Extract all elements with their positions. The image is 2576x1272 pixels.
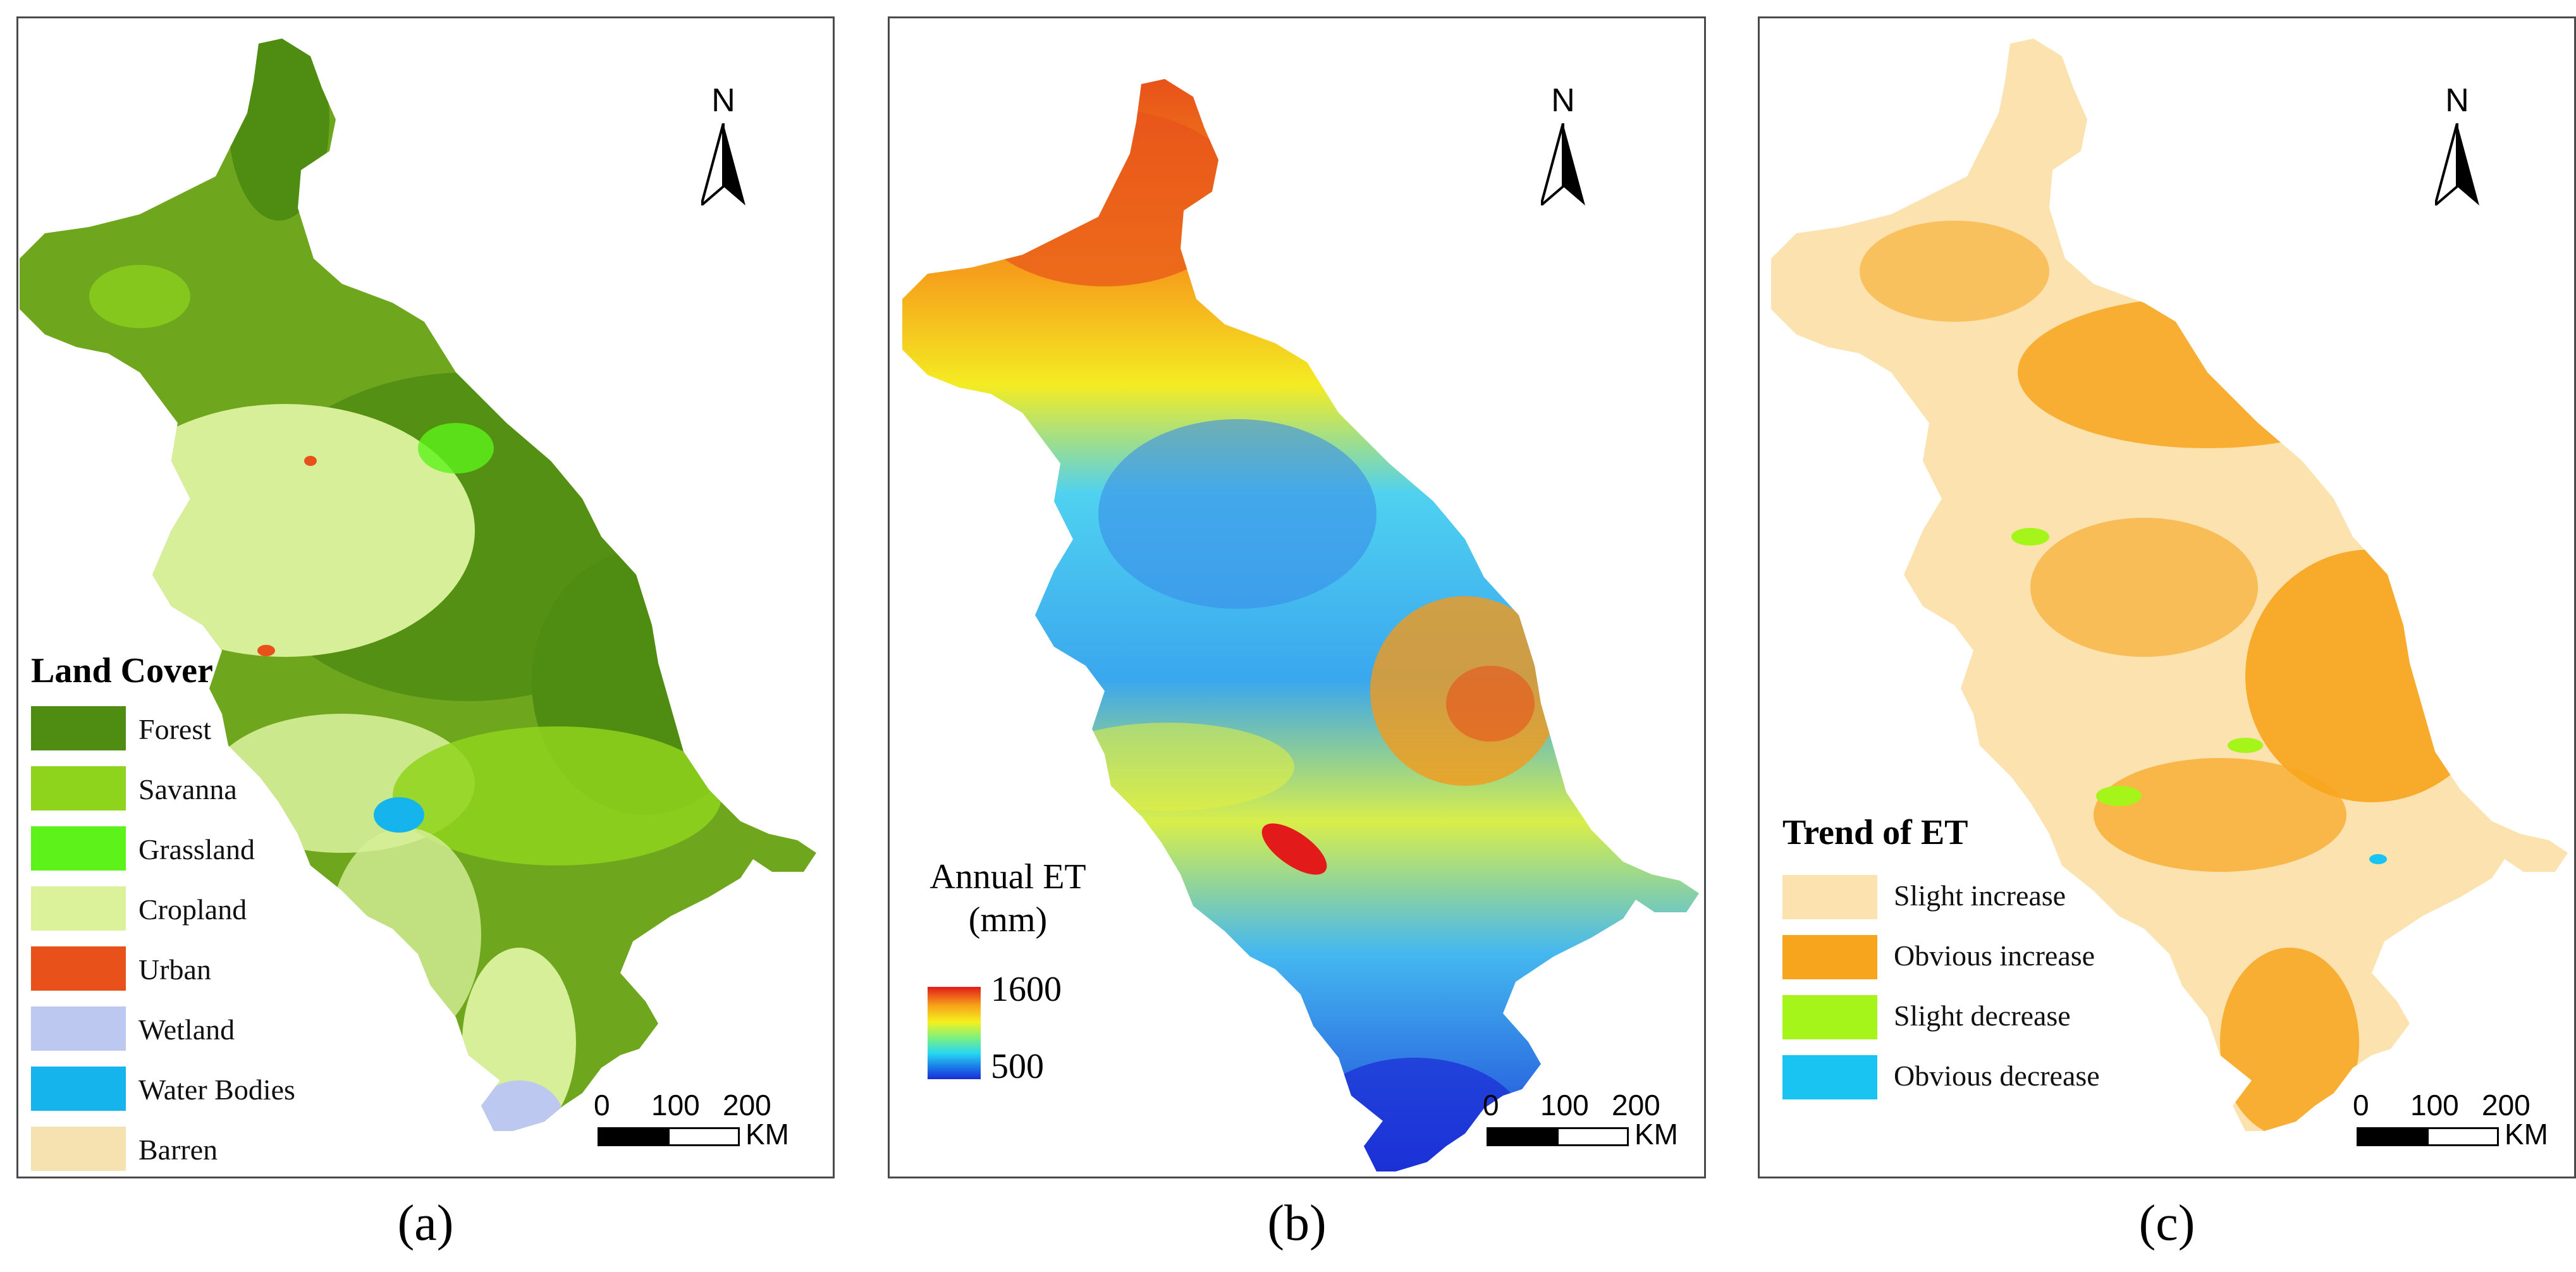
- scale-bar: 0 100 200 KM: [591, 1088, 819, 1158]
- et-legend-min: 500: [991, 1047, 1044, 1086]
- scale-segment: [668, 1127, 740, 1146]
- legend-label: Wetland: [138, 1013, 235, 1046]
- scale-tick: 200: [1612, 1089, 1660, 1122]
- north-arrow-icon: [2435, 123, 2479, 205]
- legend-label: Obvious decrease: [1894, 1060, 2100, 1092]
- legend-label: Cropland: [138, 893, 247, 926]
- legend-swatch: [31, 1127, 126, 1171]
- legend-title: Trend of ET: [1782, 813, 1968, 852]
- land-cover-map: [20, 39, 816, 1131]
- north-arrow-icon: [701, 123, 745, 205]
- scale-bar: 0 100 200 KM: [2350, 1088, 2574, 1158]
- legend-item: Slight decrease: [1782, 995, 2225, 1044]
- legend-label: Slight increase: [1894, 879, 2066, 912]
- scale-segment: [2427, 1127, 2499, 1146]
- scale-unit: KM: [745, 1118, 789, 1151]
- panel-land-cover: N Land Cover Forest Savanna Grassland Cr…: [16, 16, 835, 1178]
- legend-item: Grassland: [31, 826, 347, 876]
- legend-label: Grassland: [138, 833, 255, 865]
- legend-item: Savanna: [31, 766, 347, 816]
- legend-label: Obvious increase: [1894, 939, 2095, 972]
- legend-label: Barren: [138, 1134, 218, 1166]
- legend-item: Forest: [31, 706, 347, 755]
- legend-title: Land Cover: [31, 651, 213, 690]
- legend-swatch: [31, 766, 126, 810]
- legend-label: Forest: [138, 713, 211, 745]
- legend-swatch: [31, 1067, 126, 1111]
- legend-label: Water Bodies: [138, 1073, 295, 1106]
- north-arrow: N: [1528, 82, 1598, 208]
- trend-et-map: [1771, 39, 2568, 1131]
- legend-swatch: [31, 946, 126, 991]
- et-legend-title: Annual ET: [929, 857, 1086, 896]
- north-label: N: [1551, 82, 1575, 119]
- legend-swatch: [1782, 1055, 1877, 1099]
- legend-item: Slight increase: [1782, 875, 2225, 924]
- et-legend-unit: (mm): [968, 900, 1048, 939]
- scale-tick: 100: [2410, 1089, 2459, 1122]
- legend-item: Urban: [31, 946, 347, 996]
- north-arrow: N: [689, 82, 758, 208]
- legend-item: Cropland: [31, 886, 347, 936]
- legend-swatch: [1782, 995, 1877, 1039]
- north-label: N: [711, 82, 735, 119]
- caption-a: (a): [397, 1196, 454, 1251]
- scale-tick: 0: [2353, 1089, 2369, 1122]
- scale-segment: [1487, 1127, 1559, 1146]
- legend-swatch: [31, 826, 126, 871]
- scale-segment: [1557, 1127, 1629, 1146]
- scale-unit: KM: [1635, 1118, 1678, 1151]
- scale-tick: 0: [594, 1089, 610, 1122]
- legend-swatch: [31, 886, 126, 931]
- north-label: N: [2445, 82, 2469, 119]
- north-arrow: N: [2422, 82, 2492, 208]
- annual-et-map: [902, 79, 1699, 1171]
- scale-segment: [598, 1127, 670, 1146]
- scale-tick: 100: [651, 1089, 700, 1122]
- caption-b: (b): [1267, 1196, 1327, 1251]
- caption-c: (c): [2138, 1196, 2195, 1251]
- legend-item: Obvious increase: [1782, 935, 2225, 984]
- legend-item: Wetland: [31, 1006, 347, 1056]
- scale-segment: [2357, 1127, 2429, 1146]
- legend-label: Savanna: [138, 773, 237, 805]
- legend-item: Obvious decrease: [1782, 1055, 2225, 1104]
- legend-swatch: [31, 1006, 126, 1051]
- north-arrow-icon: [1541, 123, 1585, 205]
- legend-swatch: [31, 706, 126, 750]
- scale-tick: 200: [723, 1089, 771, 1122]
- panel-trend-et: N Trend of ET Slight increase Obvious in…: [1758, 16, 2576, 1178]
- scale-tick: 100: [1540, 1089, 1589, 1122]
- et-color-ramp: [928, 987, 981, 1079]
- scale-tick: 200: [2482, 1089, 2530, 1122]
- et-legend-max: 1600: [991, 970, 1062, 1009]
- legend-item: Water Bodies: [31, 1067, 347, 1116]
- legend-item: Barren: [31, 1127, 347, 1176]
- legend-swatch: [1782, 875, 1877, 919]
- legend-label: Urban: [138, 953, 211, 986]
- scale-tick: 0: [1483, 1089, 1499, 1122]
- legend-label: Slight decrease: [1894, 1000, 2071, 1032]
- scale-unit: KM: [2505, 1118, 2548, 1151]
- panel-annual-et: N Annual ET (mm) 1600 500 0 100 200 KM: [888, 16, 1706, 1178]
- legend-swatch: [1782, 935, 1877, 979]
- scale-bar: 0 100 200 KM: [1480, 1088, 1704, 1158]
